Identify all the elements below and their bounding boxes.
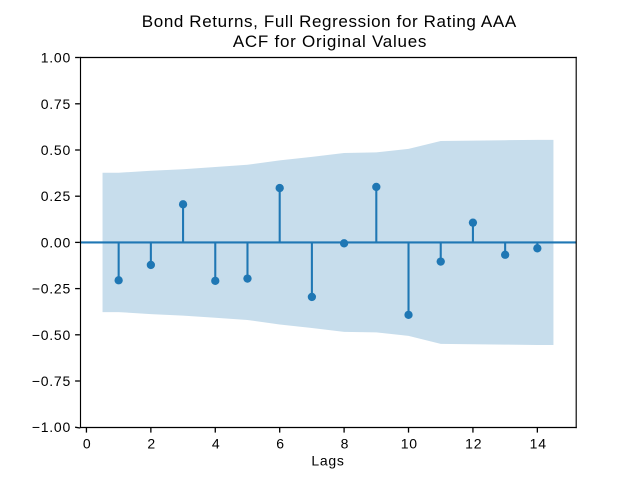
svg-text:14: 14 [530,436,547,452]
svg-text:Bond Returns, Full Regression: Bond Returns, Full Regression for Rating… [142,12,517,31]
svg-text:Lags: Lags [311,453,344,469]
svg-text:4: 4 [212,436,221,452]
svg-text:10: 10 [401,436,418,452]
svg-text:−1.00: −1.00 [32,419,71,435]
svg-text:ACF for Original Values: ACF for Original Values [233,32,427,51]
svg-text:0.50: 0.50 [41,142,71,158]
svg-text:0: 0 [83,436,92,452]
svg-text:−0.25: −0.25 [32,281,71,297]
svg-text:−0.50: −0.50 [32,327,71,343]
svg-text:0.25: 0.25 [41,188,71,204]
svg-text:−0.75: −0.75 [32,373,71,389]
svg-text:0.75: 0.75 [41,96,71,112]
svg-text:8: 8 [341,436,350,452]
svg-text:0.00: 0.00 [41,234,71,250]
svg-text:2: 2 [147,436,156,452]
svg-text:12: 12 [465,436,482,452]
svg-text:1.00: 1.00 [41,50,71,66]
svg-text:6: 6 [276,436,285,452]
